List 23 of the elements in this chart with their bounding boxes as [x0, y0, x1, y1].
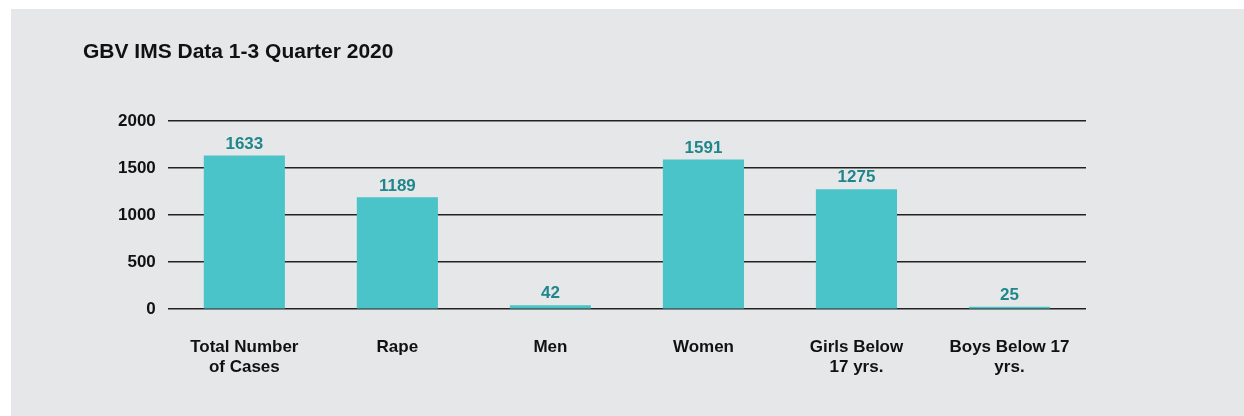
y-tick-label: 2000	[117, 110, 156, 130]
bar	[203, 155, 285, 309]
data-label: 1275	[837, 167, 876, 187]
bar	[662, 159, 744, 309]
x-tick-label: Total Number of Cases	[190, 337, 299, 377]
bar	[509, 305, 591, 309]
data-label: 1189	[378, 175, 416, 195]
y-tick-label: 0	[146, 298, 156, 318]
x-tick-label: Men	[533, 337, 568, 357]
y-tick-label: 500	[127, 251, 156, 271]
x-tick-label: Rape	[376, 337, 419, 357]
data-label: 25	[1000, 285, 1019, 305]
y-tick-label: 1000	[117, 204, 156, 224]
bar	[356, 197, 438, 309]
x-tick-label: Boys Below 17 yrs.	[949, 337, 1070, 377]
chart-title: GBV IMS Data 1-3 Quarter 2020	[83, 39, 394, 63]
bar	[815, 189, 898, 309]
x-tick-label: Women	[672, 337, 734, 357]
y-tick-label: 1500	[117, 157, 156, 177]
data-label: 1633	[225, 133, 264, 153]
x-tick-label: Girls Below 17 yrs.	[809, 337, 904, 377]
data-label: 1591	[684, 137, 723, 157]
data-label: 42	[540, 283, 560, 303]
